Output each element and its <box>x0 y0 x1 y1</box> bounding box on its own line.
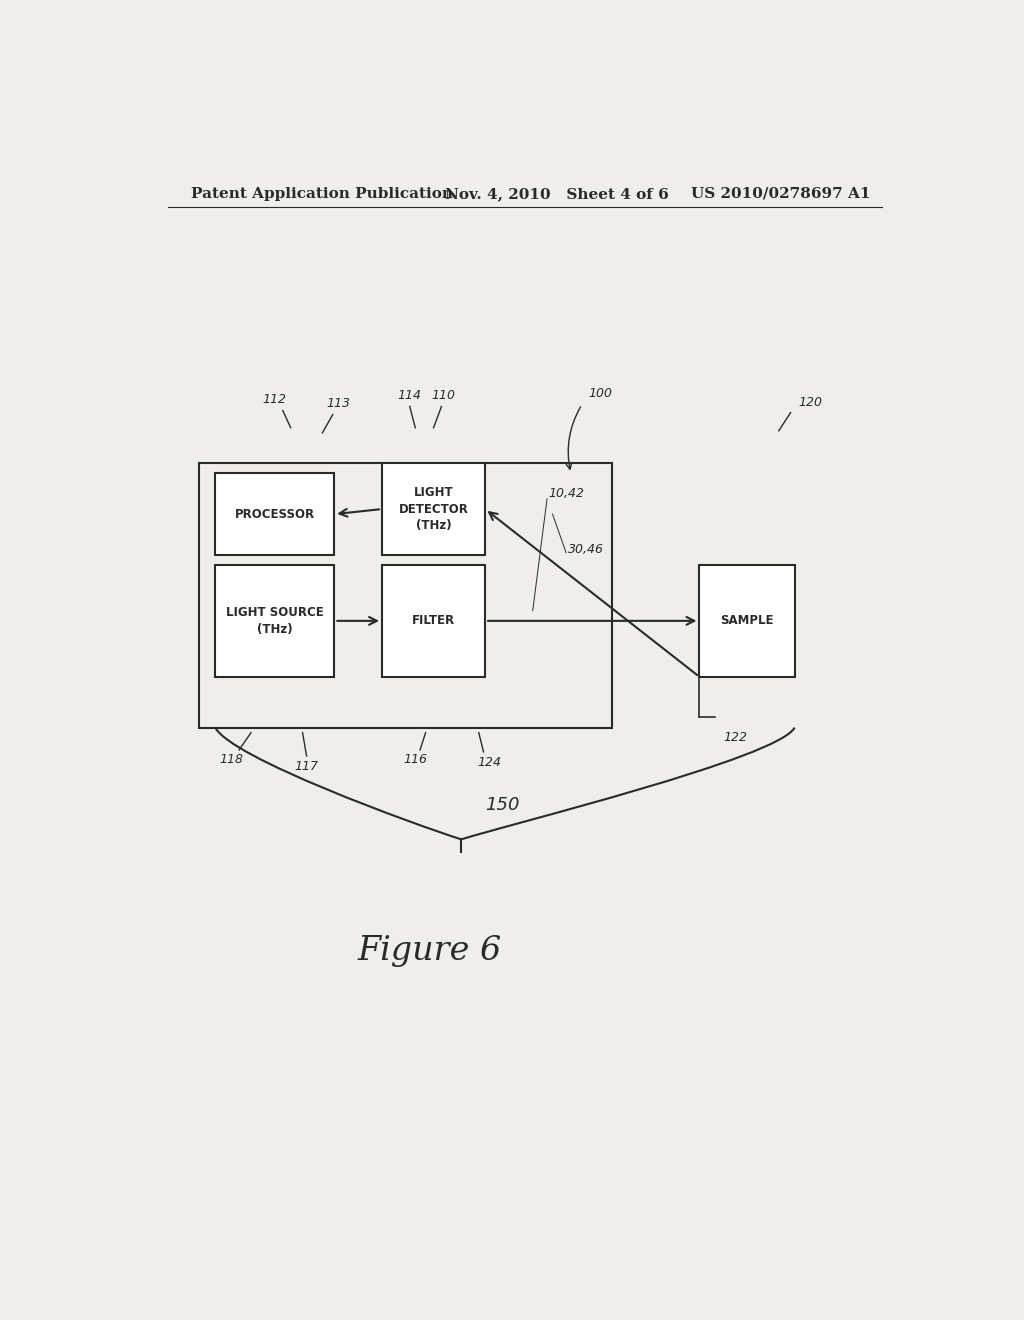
Text: PROCESSOR: PROCESSOR <box>234 508 314 520</box>
Text: 117: 117 <box>295 760 318 774</box>
Text: LIGHT SOURCE
(THz): LIGHT SOURCE (THz) <box>226 606 324 636</box>
Bar <box>382 463 485 554</box>
Bar <box>215 565 334 677</box>
Text: 120: 120 <box>799 396 822 409</box>
Text: 113: 113 <box>327 397 350 411</box>
Text: Figure 6: Figure 6 <box>357 935 502 968</box>
Text: LIGHT
DETECTOR
(THz): LIGHT DETECTOR (THz) <box>398 486 468 532</box>
Text: 10,42: 10,42 <box>549 487 585 500</box>
Text: 150: 150 <box>485 796 519 814</box>
Text: 122: 122 <box>723 731 748 744</box>
Text: 100: 100 <box>588 387 612 400</box>
Text: 110: 110 <box>432 389 456 403</box>
Bar <box>382 565 485 677</box>
Text: FILTER: FILTER <box>412 614 455 627</box>
Text: 124: 124 <box>477 756 501 770</box>
Bar <box>215 474 334 554</box>
Text: Nov. 4, 2010   Sheet 4 of 6: Nov. 4, 2010 Sheet 4 of 6 <box>445 187 670 201</box>
Bar <box>699 565 795 677</box>
Text: 112: 112 <box>263 393 287 407</box>
Text: US 2010/0278697 A1: US 2010/0278697 A1 <box>691 187 871 201</box>
Text: 114: 114 <box>397 389 422 403</box>
Text: Patent Application Publication: Patent Application Publication <box>191 187 454 201</box>
Text: 118: 118 <box>219 752 243 766</box>
Text: SAMPLE: SAMPLE <box>720 614 774 627</box>
Bar <box>200 463 612 727</box>
Text: 116: 116 <box>403 752 427 766</box>
Text: 30,46: 30,46 <box>568 544 604 556</box>
